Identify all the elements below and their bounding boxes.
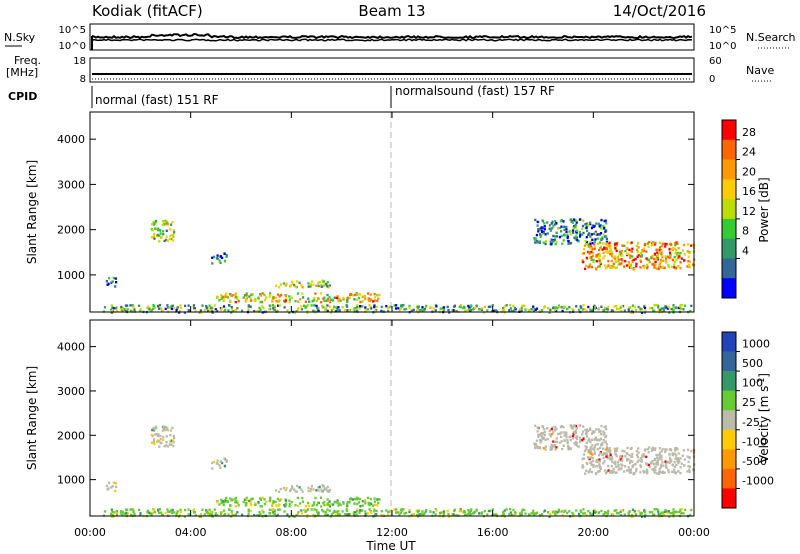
colorbar-tick-label: 24: [742, 146, 756, 159]
beam-title: Beam 13: [358, 2, 425, 20]
station-title: Kodiak (fitACF): [92, 2, 203, 20]
x-axis-label: Time UT: [365, 539, 416, 553]
nsky-tick-top: 10^5: [59, 25, 86, 36]
colorbar-tick-label: 8: [742, 225, 749, 238]
x-tick-label: 04:00: [175, 526, 207, 539]
velocity-colorbar: 1000 500 100 25 -25 -100 -500 -1000: [721, 331, 774, 509]
colorbar-swatch: [722, 371, 736, 391]
colorbar-swatch: [722, 332, 736, 352]
y-tick-label: 2000: [57, 429, 85, 442]
colorbar-swatch: [722, 238, 736, 259]
nave-tick-top: 60: [709, 56, 722, 67]
colorbar-swatch: [722, 351, 736, 372]
colorbar-swatch: [722, 449, 736, 470]
y-tick-label: 1000: [57, 269, 85, 282]
power-ylabel: Slant Range [km]: [25, 160, 39, 264]
y-tick-label: 3000: [57, 178, 85, 191]
power-data: [102, 218, 696, 314]
nave-label: Nave: [746, 64, 774, 77]
freq-panel: [89, 57, 695, 83]
colorbar-swatch: [722, 139, 736, 160]
x-tick-label: 16:00: [477, 526, 509, 539]
colorbar-tick-label: 500: [742, 357, 763, 370]
colorbar-swatch: [722, 429, 736, 450]
x-tick-label: 00:00: [74, 526, 106, 539]
nsky-panel: [89, 23, 695, 51]
colorbar-tick-label: 100: [742, 377, 763, 390]
velocity-data: [102, 424, 696, 518]
power-colorbar-label: Power [dB]: [757, 177, 771, 242]
freq-tick-bottom: 8: [80, 74, 86, 85]
x-tick-label: 00:00: [678, 526, 710, 539]
y-tick-label: 4000: [57, 133, 85, 146]
nsky-tick-bottom: 10^0: [59, 41, 86, 52]
y-tick-label: 2000: [57, 224, 85, 237]
colorbar-swatch: [722, 488, 736, 509]
colorbar-swatch: [722, 410, 736, 431]
freq-unit-label: [MHz]: [6, 66, 38, 79]
power-colorbar: 28 24 20 16 12 8 4: [721, 119, 756, 299]
colorbar-swatch: [722, 120, 736, 141]
colorbar-tick-label: 12: [742, 205, 756, 218]
nsky-line: [91, 32, 693, 40]
colorbar-tick-label: -500: [742, 455, 767, 468]
colorbar-tick-label: 1000: [742, 338, 770, 351]
cpid-label: CPID: [8, 90, 37, 103]
nsearch-line: [91, 38, 693, 42]
nsky-label: N.Sky: [4, 31, 36, 44]
colorbar-tick-label: 4: [742, 244, 749, 257]
colorbar-swatch: [722, 258, 736, 279]
freq-label: Freq.: [14, 54, 41, 67]
colorbar-swatch: [722, 390, 736, 411]
power-panel: 4000 3000 2000 1000 Slant Range [km]: [25, 111, 696, 314]
colorbar-tick-label: -100: [742, 435, 767, 448]
nsearch-tick-bottom: 10^0: [709, 41, 736, 52]
nsearch-tick-top: 10^5: [709, 25, 736, 36]
colorbar-swatch: [722, 199, 736, 220]
velocity-ylabel: Slant Range [km]: [25, 366, 39, 470]
colorbar-tick-label: 25: [742, 396, 756, 409]
x-tick-label: 08:00: [275, 526, 307, 539]
colorbar-tick-label: 28: [742, 126, 756, 139]
colorbar-swatch: [722, 218, 736, 239]
velocity-colorbar-label: Velocity [m s-1]: [757, 373, 772, 463]
cpid-segment-2: normalsound (fast) 157 RF: [395, 84, 555, 98]
velocity-panel: 4000 3000 2000 1000 Slant Range [km]: [25, 319, 696, 518]
colorbar-swatch: [722, 468, 736, 489]
y-tick-label: 3000: [57, 385, 85, 398]
x-tick-label: 12:00: [376, 526, 408, 539]
date-title: 14/Oct/2016: [613, 2, 706, 20]
colorbar-tick-label: 20: [742, 165, 756, 178]
colorbar-swatch: [722, 278, 736, 299]
freq-tick-top: 18: [73, 56, 86, 67]
y-tick-label: 4000: [57, 341, 85, 354]
colorbar-tick-label: -1000: [742, 474, 774, 487]
colorbar-tick-label: 16: [742, 185, 756, 198]
y-tick-label: 1000: [57, 474, 85, 487]
cpid-segment-1: normal (fast) 151 RF: [95, 93, 219, 107]
nave-tick-bottom: 0: [709, 74, 715, 85]
x-tick-label: 20:00: [577, 526, 609, 539]
colorbar-swatch: [722, 159, 736, 180]
nsearch-label: N.Search: [746, 31, 796, 44]
colorbar-tick-label: -25: [742, 416, 760, 429]
colorbar-swatch: [722, 179, 736, 200]
